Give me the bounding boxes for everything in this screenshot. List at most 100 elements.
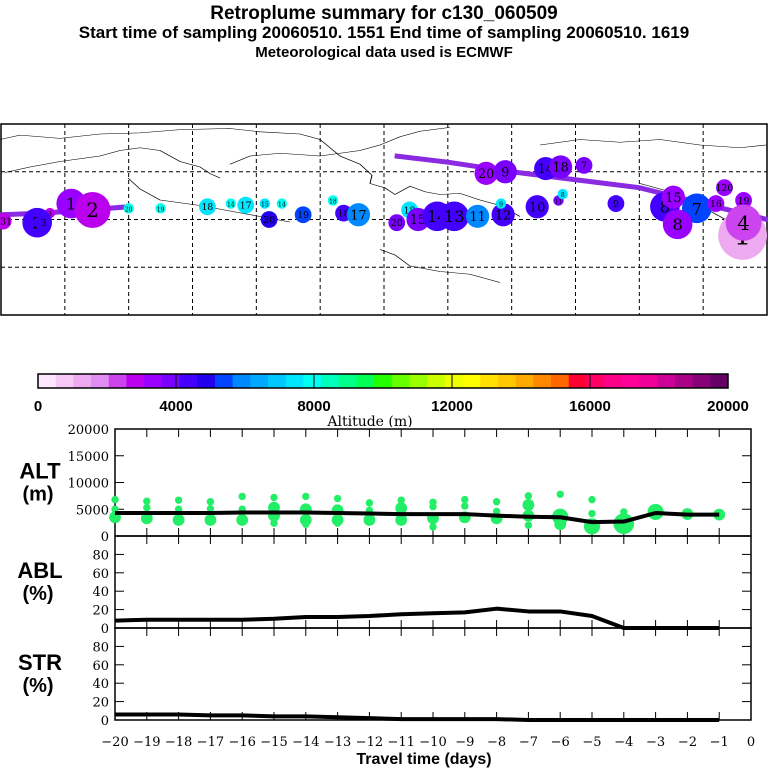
cluster-marker: [474, 161, 498, 185]
cluster-label: 7: [581, 161, 587, 172]
cluster-marker: [716, 179, 733, 197]
cluster-marker: [225, 198, 236, 209]
colorbar-swatch: [674, 374, 694, 388]
y-tick-label-str: 20: [92, 696, 109, 711]
y-tick-label-str: 80: [92, 640, 109, 655]
cluster-marker: [662, 209, 693, 240]
met-data-subtitle: Meteorological data used is ECMWF: [255, 44, 513, 61]
altitude-scatter-point: [613, 513, 635, 534]
x-tick-label: −14: [292, 735, 319, 750]
colorbar-tick-label: 12000: [431, 398, 473, 415]
colorbar-swatch: [197, 374, 216, 388]
cluster-label: 120: [716, 183, 734, 194]
colorbar-swatch: [480, 374, 499, 388]
cluster-label: 11: [555, 198, 563, 205]
colorbar-swatch: [498, 374, 517, 388]
cluster-marker: [155, 203, 166, 214]
cluster-label: 15: [261, 202, 269, 209]
x-tick-label: −8: [487, 735, 506, 750]
cluster-marker: [74, 191, 111, 228]
altitude-scatter-point: [302, 492, 310, 501]
cluster-marker: [575, 156, 593, 174]
colorbar-swatch: [710, 374, 729, 388]
altitude-scatter-point: [429, 523, 437, 531]
cluster-label: 16: [710, 199, 722, 210]
cluster-marker: [607, 195, 625, 212]
altitude-scatter-point: [143, 497, 151, 505]
cluster-label: 20: [263, 215, 275, 226]
colorbar-swatch: [462, 374, 481, 388]
altitude-scatter-point: [174, 496, 183, 504]
colorbar-swatch: [268, 374, 287, 388]
cluster-marker: [493, 160, 517, 184]
colorbar-swatch: [374, 374, 393, 388]
cluster-label: 20: [478, 167, 494, 182]
altitude-scatter-point: [524, 521, 533, 529]
cluster-marker: [707, 195, 725, 212]
colorbar-swatch: [604, 374, 623, 388]
x-tick-label: −10: [419, 735, 446, 750]
altitude-scatter-point: [556, 490, 564, 498]
coastline-4: [539, 139, 767, 149]
coastline-0: [0, 128, 521, 217]
cluster-marker: [327, 195, 339, 206]
cluster-marker: [549, 155, 573, 179]
x-tick-label: −13: [324, 735, 351, 750]
cluster-marker: [123, 203, 134, 214]
altitude-scatter-point: [588, 495, 596, 504]
panel-unit-str: (%): [22, 675, 53, 697]
x-tick-label: −4: [614, 735, 633, 750]
colorbar-swatch: [250, 374, 269, 388]
colorbar-swatch: [621, 374, 641, 388]
panel-label-str: STR: [18, 650, 62, 675]
altitude-scatter-point: [554, 518, 567, 531]
cluster-label: 8: [561, 192, 565, 199]
cluster-marker: [491, 203, 515, 227]
colorbar-swatch: [321, 374, 340, 388]
cluster-label: 19: [157, 206, 165, 213]
x-tick-label: −9: [455, 735, 474, 750]
cluster-label: 1: [66, 195, 76, 214]
cluster-label: 19: [297, 210, 309, 221]
x-tick-label: −20: [101, 735, 128, 750]
altitude-scatter-point: [111, 495, 119, 504]
cluster-marker: [661, 185, 685, 209]
panel-frame-str: [114, 627, 752, 721]
cluster-label: 19: [738, 196, 750, 207]
x-tick-label: −1: [710, 735, 729, 750]
y-tick-label-abl: 0: [101, 622, 109, 637]
altitude-scatter-point: [172, 514, 185, 526]
cluster-marker: [260, 211, 278, 228]
x-tick-label: −6: [551, 735, 570, 750]
colorbar-frame: [37, 373, 729, 389]
altitude-scatter-point: [365, 499, 374, 507]
cluster-label: 13: [444, 207, 465, 226]
cluster-marker: [294, 206, 312, 224]
x-tick-label: −12: [356, 735, 383, 750]
altitude-scatter-point: [333, 519, 342, 527]
cluster-label: 20: [391, 218, 403, 229]
y-tick-label-alt: 10000: [68, 477, 109, 492]
y-tick-label-abl: 80: [92, 548, 109, 563]
series-line-str: [115, 712, 720, 722]
colorbar-swatch: [338, 374, 357, 388]
cluster-label: 9: [613, 199, 619, 210]
y-tick-label-abl: 60: [92, 567, 109, 582]
altitude-scatter-point: [524, 492, 533, 500]
panel-label-alt: ALT: [19, 459, 61, 484]
colorbar-swatch: [303, 374, 322, 388]
x-axis-title: Travel time (days): [356, 751, 491, 768]
x-tick-label: −5: [582, 735, 601, 750]
altitude-scatter-point: [363, 514, 376, 526]
x-tick-label: −16: [228, 735, 255, 750]
cluster-label: 18: [404, 205, 416, 216]
cluster-label: 3: [48, 211, 52, 218]
cluster-marker: [346, 203, 371, 227]
colorbar-swatch: [73, 374, 92, 388]
altitude-scatter-point: [492, 498, 501, 506]
colorbar-swatch: [232, 374, 251, 388]
altitude-scatter-point: [238, 492, 246, 501]
colorbar-axis-label: Altitude (m): [326, 414, 412, 427]
cluster-label: 17: [350, 208, 366, 223]
